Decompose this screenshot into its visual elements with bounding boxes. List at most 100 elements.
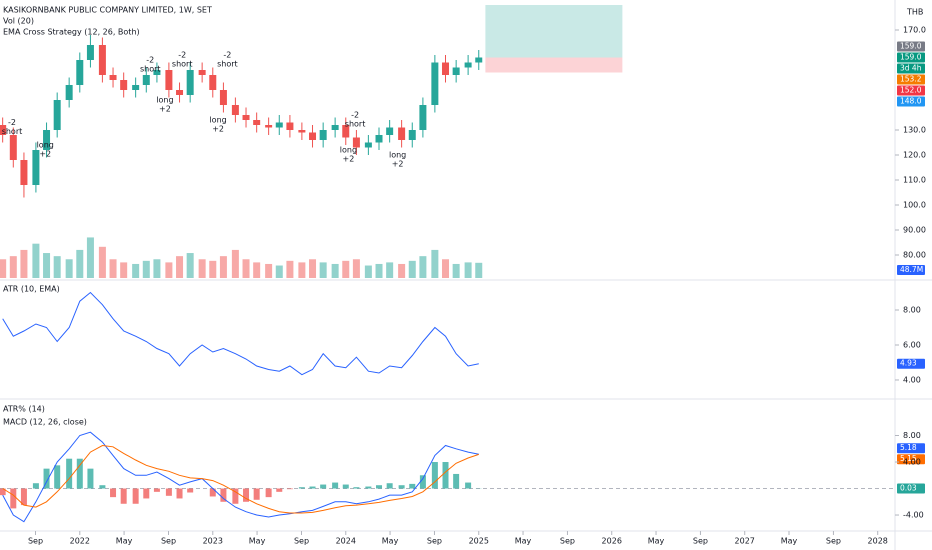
candle-body xyxy=(275,122,283,128)
y-tick-label: 80.00 xyxy=(903,251,926,260)
candle-body xyxy=(86,45,94,60)
trade-label: -2 xyxy=(178,51,186,60)
price-tag-bg xyxy=(897,41,925,52)
strategy-title: EMA Cross Strategy (12, 26, Both) xyxy=(3,28,140,37)
x-tick-label: 2023 xyxy=(203,537,223,546)
x-tick-label: May xyxy=(781,537,798,546)
volume-bar xyxy=(120,262,128,278)
indicator-title: MACD (12, 26, close) xyxy=(3,418,87,427)
y-tick-label: 110.0 xyxy=(903,176,926,185)
candle-body xyxy=(352,137,360,148)
candle-body xyxy=(132,85,140,90)
histogram-bar xyxy=(187,488,194,493)
candle-body xyxy=(398,127,406,140)
candle-body xyxy=(475,57,483,63)
volume-bar xyxy=(375,263,383,278)
histogram-bar xyxy=(176,488,183,499)
y-tick-label: 90.00 xyxy=(903,226,926,235)
candle-body xyxy=(375,135,383,143)
volume-bar xyxy=(165,262,173,278)
trade-label: short xyxy=(345,120,366,129)
histogram-bar xyxy=(32,483,39,489)
candle-body xyxy=(342,125,350,138)
histogram-bar xyxy=(143,488,150,499)
histogram-bar xyxy=(87,468,94,489)
y-tick-label: 4.00 xyxy=(903,375,921,384)
volume-bar xyxy=(309,259,317,278)
y-tick-label: 8.00 xyxy=(903,305,921,314)
volume-bar xyxy=(198,259,206,278)
x-tick-label: May xyxy=(116,537,133,546)
volume-bar xyxy=(275,265,283,278)
stop-zone xyxy=(485,57,623,73)
histogram-bar xyxy=(342,484,349,489)
volume-bar xyxy=(464,262,472,278)
x-tick-label: May xyxy=(249,537,266,546)
histogram-bar xyxy=(353,487,360,489)
histogram-bar xyxy=(442,462,449,489)
candle-body xyxy=(165,70,173,90)
histogram-bar xyxy=(76,458,83,489)
price-tag-bg xyxy=(897,52,925,63)
histogram-tag-bg xyxy=(897,483,925,494)
volume-bar xyxy=(452,263,460,278)
histogram-bar xyxy=(332,482,339,489)
candle-body xyxy=(142,75,150,85)
x-tick-label: 2024 xyxy=(336,537,356,546)
volume-bar xyxy=(65,259,73,278)
candle-body xyxy=(219,90,227,105)
value-tag: 4.93 xyxy=(900,359,917,368)
trade-label: long xyxy=(209,116,226,125)
trade-label: short xyxy=(140,65,161,74)
indicator-title: Vol (20) xyxy=(3,17,34,26)
volume-bar xyxy=(286,260,294,278)
candle-body xyxy=(109,75,117,80)
candle-body xyxy=(242,115,250,120)
volume-bar xyxy=(319,262,327,278)
volume-bar xyxy=(132,263,140,278)
candle-body xyxy=(231,105,239,115)
price-tag: 153.2 xyxy=(900,75,922,84)
histogram-tag: 0.03 xyxy=(900,484,917,493)
candle-body xyxy=(364,142,372,148)
volume-bar xyxy=(43,253,51,278)
volume-bar xyxy=(20,249,28,278)
trade-label: +2 xyxy=(159,105,171,114)
histogram-bar xyxy=(386,483,393,489)
volume-bar xyxy=(475,262,483,278)
volume-bar xyxy=(408,260,416,278)
volume-bar xyxy=(9,256,17,278)
currency: THB xyxy=(906,8,923,17)
x-tick-label: Sep xyxy=(294,537,309,546)
volume-bar xyxy=(219,256,227,278)
volume-bar xyxy=(431,249,439,278)
x-tick-label: Sep xyxy=(427,537,442,546)
x-tick-label: 2022 xyxy=(70,537,90,546)
histogram-bar xyxy=(286,488,293,490)
candle-body xyxy=(120,80,128,90)
volume-bar xyxy=(32,243,40,278)
candle-body xyxy=(253,120,261,125)
candle-body xyxy=(98,45,106,75)
histogram-bar xyxy=(431,462,438,489)
candle-body xyxy=(419,105,427,130)
price-tag-bg xyxy=(897,74,925,85)
x-tick-label: Sep xyxy=(28,537,43,546)
y-tick-label: 120.0 xyxy=(903,151,926,160)
y-tick-label: -4.00 xyxy=(903,511,924,520)
volume-tag: 48.7M xyxy=(900,265,923,274)
histogram-bar xyxy=(232,488,239,504)
candle-body xyxy=(298,130,306,133)
volume-bar xyxy=(98,246,106,278)
histogram-bar xyxy=(153,488,160,492)
trade-label: -2 xyxy=(223,51,231,60)
x-tick-label: 2025 xyxy=(469,537,489,546)
candle-body xyxy=(53,100,61,130)
volume-tag-bg xyxy=(897,265,925,275)
candle-body xyxy=(32,150,40,185)
value-tag: 5.15 xyxy=(900,454,917,463)
histogram-bar xyxy=(398,485,405,489)
volume-bar xyxy=(53,256,61,278)
histogram-bar xyxy=(120,488,127,504)
histogram-bar xyxy=(209,488,216,497)
